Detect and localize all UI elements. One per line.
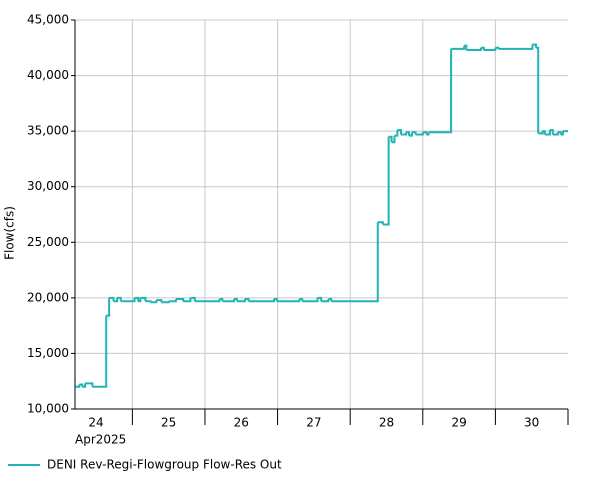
line-step — [321, 298, 330, 303]
line-step — [466, 47, 482, 52]
y-tick-label: 20,000 — [27, 290, 69, 304]
line-step — [85, 382, 94, 387]
line-step — [495, 46, 500, 49]
legend-label: DENI Rev-Regi-Flowgroup Flow-Res Out — [47, 458, 282, 472]
line-step — [406, 131, 410, 136]
x-tick-label: 27 — [306, 416, 321, 430]
y-tick-label: 45,000 — [27, 13, 69, 27]
line-step — [248, 298, 275, 303]
line-step — [276, 298, 301, 303]
line-step — [536, 46, 540, 134]
line-step — [451, 45, 466, 50]
line-step — [161, 301, 170, 304]
line-step — [183, 297, 192, 303]
line-step — [560, 131, 564, 136]
line-step — [140, 296, 147, 302]
y-tick-label: 15,000 — [27, 346, 69, 360]
line-step — [117, 296, 122, 302]
x-tick-label: 30 — [524, 416, 539, 430]
line-step — [391, 135, 396, 144]
line-step — [397, 129, 403, 135]
line-step — [415, 132, 424, 136]
line-step — [388, 135, 393, 143]
line-step — [394, 130, 399, 137]
x-tick-label: 25 — [161, 416, 176, 430]
x-tick-label: 24 — [88, 416, 103, 430]
line-step — [532, 43, 538, 48]
line-step — [382, 136, 390, 226]
line-step — [428, 48, 453, 134]
y-tick-label: 40,000 — [27, 68, 69, 82]
line-step — [302, 297, 319, 303]
line-step — [464, 44, 468, 51]
line-step — [113, 297, 119, 303]
x-tick-label: 29 — [451, 416, 466, 430]
line-step — [109, 296, 115, 302]
line-step — [483, 47, 497, 52]
line-step — [317, 296, 323, 302]
line-step — [190, 296, 196, 302]
y-tick-label: 35,000 — [27, 124, 69, 138]
line-step — [408, 132, 413, 137]
line-step — [168, 298, 177, 303]
line-step — [544, 130, 551, 136]
line-step — [175, 297, 185, 302]
line-step — [331, 222, 379, 303]
line-step — [82, 383, 87, 388]
line-step — [134, 296, 140, 302]
y-axis-label: Flow(cfs) — [3, 206, 17, 260]
line-step — [92, 315, 108, 388]
line-step — [106, 297, 111, 317]
line-step — [138, 297, 142, 303]
line-step — [542, 130, 546, 135]
line-step — [549, 129, 554, 135]
line-step — [222, 298, 236, 303]
y-tick-label: 25,000 — [27, 235, 69, 249]
y-tick-label: 10,000 — [27, 402, 69, 416]
line-step — [75, 384, 81, 388]
line-step — [120, 297, 136, 303]
x-tick-label: 26 — [234, 416, 249, 430]
line-step — [145, 300, 152, 303]
line-step — [236, 298, 246, 303]
x-sublabel: Apr2025 — [75, 433, 126, 447]
line-step — [498, 44, 534, 50]
x-tick-label: 28 — [379, 416, 394, 430]
line-step — [194, 298, 221, 303]
y-tick-label: 30,000 — [27, 179, 69, 193]
